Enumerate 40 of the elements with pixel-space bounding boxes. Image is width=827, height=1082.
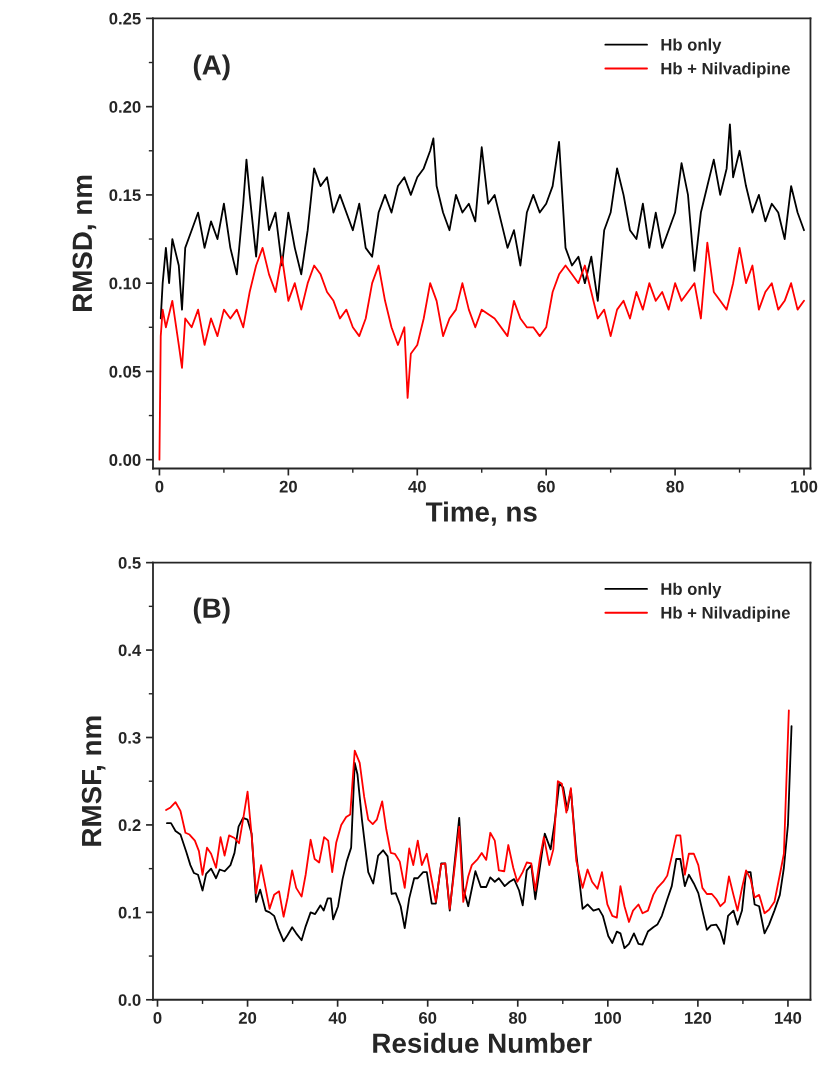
x-tick-label: 80: [509, 1012, 527, 1024]
x-tick-label: 40: [328, 1012, 347, 1024]
x-tick-label: 0: [155, 480, 164, 493]
x-tick-label: 100: [594, 1012, 622, 1024]
line-series: [159, 123, 805, 320]
x-tick-label: 40: [408, 480, 426, 493]
legend-label: Hb only: [661, 38, 722, 54]
x-axis-title: Residue Number: [373, 1032, 592, 1054]
y-tick-label: 0.15: [109, 189, 141, 202]
y-tick-label: 0.20: [109, 101, 141, 113]
x-tick-label: 20: [238, 1012, 257, 1024]
line-series: [166, 725, 793, 950]
y-tick-label: 0.2: [118, 819, 141, 832]
y-tick-label: 0.25: [109, 12, 141, 25]
y-axis-title: RMSF, nm: [81, 716, 106, 846]
annotation: (A): [193, 54, 230, 81]
x-tick-label: 140: [775, 1012, 802, 1024]
x-tick-label: 120: [685, 1012, 712, 1024]
annotation: (B): [193, 597, 230, 624]
y-tick-label: 0.00: [109, 454, 141, 466]
y-tick-label: 0.5: [118, 557, 141, 569]
y-tick-label: 0.3: [118, 731, 141, 744]
line-series: [158, 241, 805, 461]
y-tick-label: 0.0: [118, 994, 141, 1006]
x-tick-label: 60: [419, 1012, 437, 1024]
legend-label: Hb + Nilvadipine: [661, 62, 790, 78]
y-axis-title: RMSD, nm: [72, 175, 97, 312]
y-tick-label: 0.05: [109, 365, 141, 378]
y-tick-label: 0.4: [118, 644, 142, 657]
x-tick-label: 0: [153, 1012, 162, 1024]
x-tick-label: 60: [537, 480, 555, 493]
legend-label: Hb + Nilvadipine: [661, 606, 790, 623]
y-tick-label: 0.1: [118, 906, 141, 919]
x-tick-label: 100: [791, 480, 818, 493]
x-tick-label: 80: [666, 480, 684, 493]
x-axis-title: Time, ns: [425, 501, 537, 526]
x-tick-label: 20: [279, 480, 297, 493]
legend-label: Hb only: [661, 582, 722, 599]
line-series: [165, 709, 790, 923]
y-tick-label: 0.10: [109, 277, 141, 290]
